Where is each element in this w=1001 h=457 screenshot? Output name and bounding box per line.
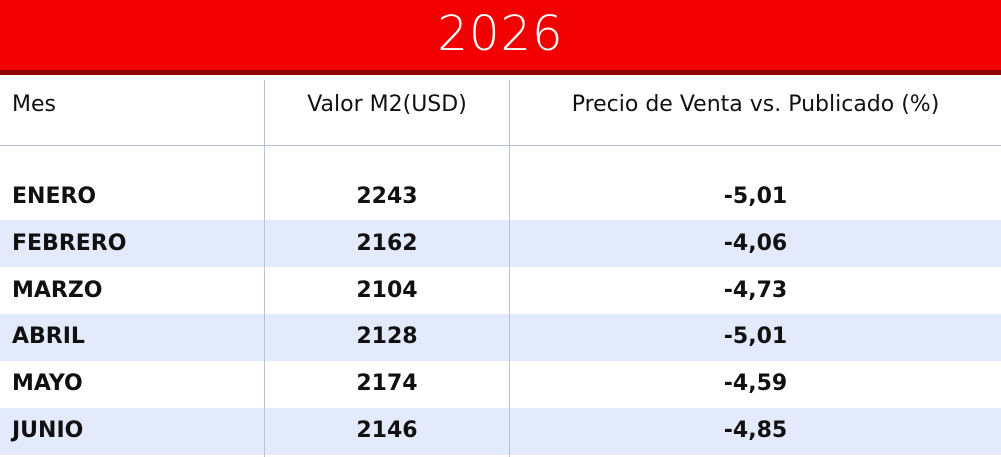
month-label: ENERO	[12, 184, 97, 209]
title: 2026	[437, 6, 564, 62]
month-label: MARZO	[12, 277, 103, 303]
column-header: Precio de Venta vs. Publicado (%)	[571, 92, 940, 117]
cell-value: -4,06	[723, 230, 788, 256]
header-separator	[0, 145, 1001, 146]
month-label: FEBRERO	[12, 230, 127, 256]
row-band	[0, 313, 1001, 361]
column-header: Valor M2(USD)	[307, 92, 467, 117]
cell-value: -5,01	[723, 184, 788, 209]
row-band	[0, 220, 1001, 268]
cell-value: -4,59	[723, 371, 788, 397]
month-label: JUNIO	[12, 418, 84, 443]
month-label: ABRIL	[12, 324, 85, 350]
cell-value: -4,73	[723, 277, 788, 303]
cell-value: 2174	[356, 371, 418, 397]
column-separator	[264, 80, 265, 457]
cell-value: -4,85	[723, 418, 788, 443]
cell-value: 2128	[356, 324, 418, 350]
cell-value: 2146	[356, 418, 418, 443]
cell-value: -5,01	[723, 324, 788, 350]
month-label: MAYO	[12, 371, 83, 397]
cell-value: 2243	[356, 184, 418, 209]
column-separator	[509, 80, 510, 457]
row-band	[0, 407, 1001, 455]
cell-value: 2104	[356, 277, 418, 303]
cell-value: 2162	[356, 230, 418, 256]
title-bar: 2026	[0, 0, 1001, 75]
column-header: Mes	[12, 92, 56, 117]
